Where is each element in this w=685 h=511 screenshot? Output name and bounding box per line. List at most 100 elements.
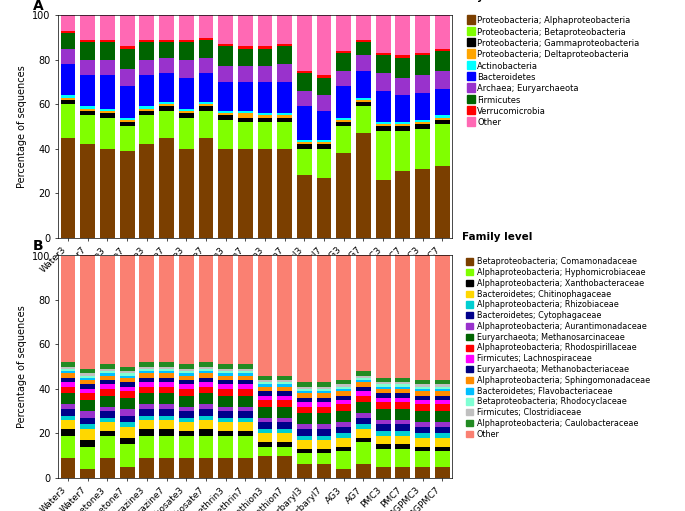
Bar xyxy=(61,393,75,404)
Bar xyxy=(297,453,312,464)
Bar xyxy=(297,382,312,387)
Bar xyxy=(61,404,75,409)
Bar xyxy=(140,374,154,378)
Bar xyxy=(435,384,449,387)
Bar xyxy=(238,111,253,113)
Bar xyxy=(80,378,95,380)
Bar xyxy=(297,402,312,407)
Bar xyxy=(179,40,194,42)
Bar xyxy=(316,13,332,75)
Bar xyxy=(297,175,312,238)
Bar xyxy=(395,122,410,124)
Bar xyxy=(100,40,115,42)
Bar xyxy=(238,435,253,458)
Bar xyxy=(238,422,253,431)
Bar xyxy=(61,104,75,137)
Bar xyxy=(80,111,95,115)
Bar xyxy=(415,122,430,124)
Bar xyxy=(336,391,351,396)
Bar xyxy=(356,106,371,133)
Bar xyxy=(395,409,410,420)
Bar xyxy=(219,371,233,374)
Bar xyxy=(277,384,292,387)
Bar xyxy=(61,367,75,369)
Bar xyxy=(199,367,213,369)
Bar xyxy=(415,251,430,380)
Bar xyxy=(238,374,253,376)
Bar xyxy=(179,118,194,149)
Bar xyxy=(435,400,449,404)
Bar xyxy=(376,420,390,425)
Bar xyxy=(356,133,371,238)
Bar xyxy=(435,396,449,400)
Bar xyxy=(61,409,75,415)
Bar xyxy=(435,253,449,380)
Bar xyxy=(219,115,233,120)
Text: B: B xyxy=(33,239,43,253)
Bar xyxy=(238,407,253,411)
Bar xyxy=(238,389,253,396)
Bar xyxy=(258,447,273,456)
Bar xyxy=(120,86,134,118)
Bar xyxy=(297,142,312,144)
Bar xyxy=(179,422,194,431)
Bar xyxy=(376,398,390,402)
Bar xyxy=(297,464,312,478)
Bar xyxy=(100,396,115,407)
Bar xyxy=(80,144,95,238)
Bar xyxy=(415,55,430,75)
Bar xyxy=(435,411,449,422)
Bar xyxy=(336,122,351,126)
Bar xyxy=(356,429,371,438)
Bar xyxy=(159,253,174,362)
Bar xyxy=(120,415,134,422)
Bar xyxy=(80,15,95,40)
Bar xyxy=(61,429,75,435)
Bar xyxy=(395,378,410,382)
Bar xyxy=(80,42,95,60)
Bar xyxy=(199,404,213,409)
Bar xyxy=(100,380,115,384)
Bar xyxy=(140,435,154,458)
Bar xyxy=(376,251,390,378)
Bar xyxy=(435,124,449,167)
Bar xyxy=(376,73,390,91)
Bar xyxy=(61,31,75,33)
Bar xyxy=(356,382,371,387)
Bar xyxy=(100,458,115,478)
Bar xyxy=(316,149,332,178)
Bar xyxy=(316,75,332,78)
Bar xyxy=(356,391,371,396)
Bar xyxy=(238,364,253,369)
Bar xyxy=(435,391,449,396)
Bar xyxy=(159,102,174,104)
Bar xyxy=(159,40,174,42)
Bar xyxy=(238,66,253,82)
Bar xyxy=(297,387,312,389)
Bar xyxy=(277,118,292,122)
Bar xyxy=(415,120,430,122)
Bar xyxy=(120,68,134,86)
Bar xyxy=(258,382,273,384)
Bar xyxy=(120,427,134,438)
Bar xyxy=(179,109,194,111)
Bar xyxy=(179,111,194,113)
Bar xyxy=(395,387,410,389)
Bar xyxy=(159,458,174,478)
Bar xyxy=(395,449,410,467)
Bar xyxy=(258,400,273,407)
Bar xyxy=(316,464,332,478)
Bar xyxy=(100,422,115,431)
Bar xyxy=(179,15,194,40)
Bar xyxy=(356,418,371,425)
Bar xyxy=(199,369,213,371)
Bar xyxy=(336,384,351,387)
Legend: Betaproteobacteria; Comamonadaceae, Alphaproteobacteria; Hyphomicrobiaceae, Alph: Betaproteobacteria; Comamonadaceae, Alph… xyxy=(466,257,650,438)
Bar xyxy=(140,42,154,60)
Bar xyxy=(258,15,273,47)
Bar xyxy=(199,409,213,415)
Bar xyxy=(80,393,95,400)
Bar xyxy=(100,118,115,149)
Bar xyxy=(376,409,390,420)
Bar xyxy=(356,378,371,380)
